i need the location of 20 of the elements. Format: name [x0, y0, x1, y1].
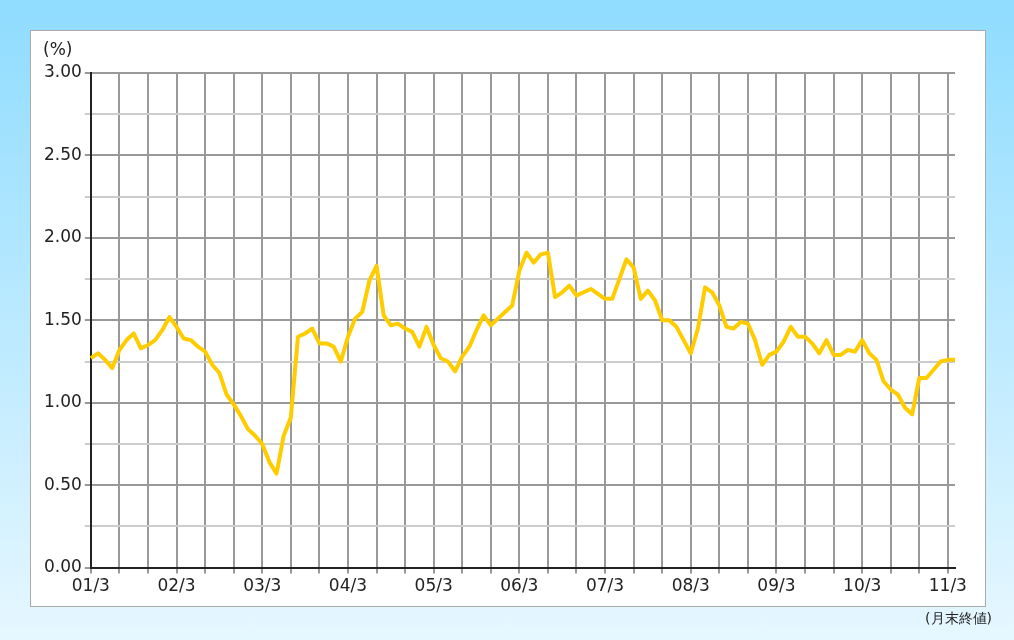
y-tick-label: 2.00 — [43, 226, 82, 247]
y-tick-label: 1.00 — [43, 391, 82, 412]
x-tick-label: 02/3 — [157, 575, 196, 596]
y-tick-label: 3.00 — [43, 61, 82, 82]
x-tick-label: 08/3 — [671, 575, 710, 596]
x-tick-label: 09/3 — [757, 575, 796, 596]
y-tick-label: 2.50 — [43, 143, 82, 164]
y-tick-label: 1.50 — [43, 308, 82, 329]
x-tick-label: 03/3 — [243, 575, 282, 596]
x-tick-label: 11/3 — [928, 575, 967, 596]
y-axis-title: (%) — [43, 39, 73, 59]
x-tick-label: 04/3 — [328, 575, 368, 596]
x-tick-label: 07/3 — [585, 575, 625, 596]
x-tick-label: 05/3 — [414, 575, 453, 596]
y-tick-label: 0.00 — [43, 556, 82, 577]
x-tick-label: 10/3 — [843, 575, 882, 596]
x-tick-label: 06/3 — [500, 575, 539, 596]
x-tick-label: 01/3 — [71, 575, 110, 596]
text: (月末終値) — [925, 610, 992, 628]
y-tick-label: 0.50 — [43, 473, 82, 494]
